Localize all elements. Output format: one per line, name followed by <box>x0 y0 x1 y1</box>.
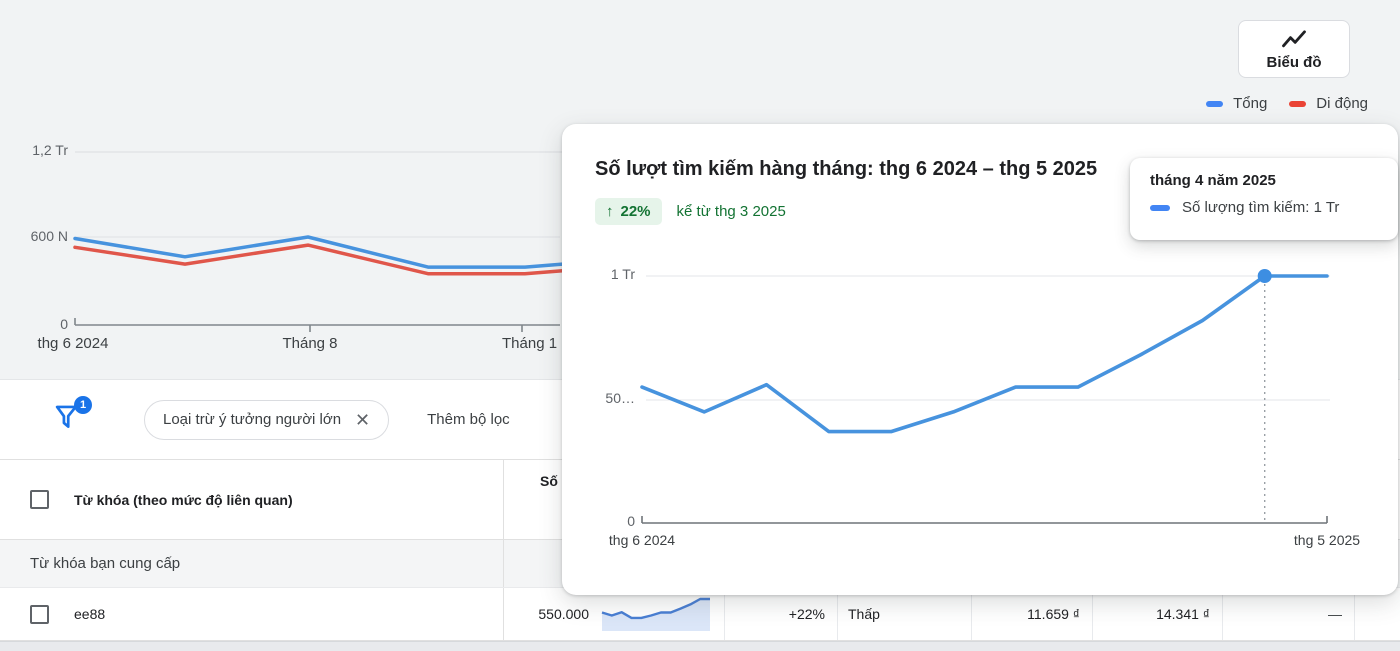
trend-line-icon <box>1282 29 1306 47</box>
bid-low-value: 11.659 ₫ <box>1027 606 1080 622</box>
section-cell: Từ khóa bạn cung cấp <box>0 540 504 587</box>
bg-xtick-partial: Tháng 1 <box>502 335 558 352</box>
cell-bid-low: 11.659 ₫ <box>972 588 1093 640</box>
growth-suffix: kể từ thg 3 2025 <box>676 203 786 220</box>
chart-button-label: Biểu đồ <box>1266 53 1322 71</box>
legend-dash-mobile-icon <box>1289 100 1307 107</box>
filter-chip-label: Loại trừ ý tưởng người lớn <box>163 411 342 428</box>
growth-row: ↑ 22% kể từ thg 3 2025 <box>595 198 786 225</box>
header-volume-label-partial: Số l <box>540 473 566 489</box>
cell-change: +22% <box>725 588 838 640</box>
cell-competition: Thấp <box>838 588 972 640</box>
cell-bid-high: 14.341 ₫ <box>1093 588 1223 640</box>
competition-value: Thấp <box>848 606 880 622</box>
row-checkbox[interactable] <box>30 604 49 624</box>
keyword-text: ee88 <box>74 606 106 622</box>
add-filter-button[interactable]: Thêm bộ lọc <box>427 411 510 428</box>
volume-sparkline <box>601 597 710 631</box>
select-all-checkbox[interactable] <box>30 490 49 509</box>
cell-empty <box>1355 588 1400 640</box>
volume-value: 550.000 <box>538 606 589 622</box>
search-volume-line <box>640 274 1329 434</box>
tooltip-series-label: Số lượng tìm kiếm: 1 Tr <box>1182 199 1340 216</box>
overlay-ytick-500n: 50… <box>605 390 635 406</box>
overlay-ytick-0: 0 <box>627 513 635 529</box>
overlay-xtick-start: thg 6 2024 <box>608 532 676 548</box>
cell-volume: 550.000 <box>504 588 725 640</box>
bg-xtick-jun2024: thg 6 2024 <box>37 335 109 352</box>
bid-high-value: 14.341 ₫ <box>1156 606 1210 622</box>
growth-percent: 22% <box>620 203 651 220</box>
cell-keyword: ee88 <box>0 588 504 640</box>
filter-button[interactable]: 1 <box>52 395 92 438</box>
tooltip-series-dash-icon <box>1150 204 1170 211</box>
monthly-search-chart[interactable] <box>562 124 1398 595</box>
tooltip-series-row: Số lượng tìm kiếm: 1 Tr <box>1150 199 1378 216</box>
chart-tooltip: tháng 4 năm 2025 Số lượng tìm kiếm: 1 Tr <box>1130 158 1398 240</box>
filter-count-badge: 1 <box>74 395 92 414</box>
section-label: Từ khóa bạn cung cấp <box>30 555 181 572</box>
overlay-ytick-1tr: 1 Tr <box>610 266 635 282</box>
chart-type-button[interactable]: Biểu đồ <box>1238 20 1350 78</box>
legend-item-total[interactable]: Tổng <box>1206 95 1267 112</box>
bg-ytick-0: 0 <box>60 316 68 332</box>
bg-ytick-1-2tr: 1,2 Tr <box>32 142 68 158</box>
legend-dash-total-icon <box>1206 100 1224 107</box>
bg-line-mobile <box>73 243 574 276</box>
chart-legend: Tổng Di động <box>1206 95 1368 112</box>
cell-account-status: — <box>1223 588 1355 640</box>
bg-ytick-600n: 600 N <box>30 228 68 244</box>
change-value: +22% <box>788 606 825 622</box>
arrow-up-icon: ↑ <box>606 203 614 220</box>
header-cell-keyword: Từ khóa (theo mức độ liên quan) <box>0 460 504 539</box>
legend-label-total: Tổng <box>1233 95 1268 112</box>
overlay-xtick-end: thg 5 2025 <box>1293 532 1361 548</box>
bottom-scrollbar-track[interactable] <box>0 641 1400 651</box>
table-row-ee88[interactable]: ee88 550.000 +22% Thấp 11.659 ₫ 14.341 ₫… <box>0 588 1400 641</box>
legend-item-mobile[interactable]: Di động <box>1289 95 1368 112</box>
tooltip-title: tháng 4 năm 2025 <box>1150 172 1276 189</box>
overlay-title: Số lượt tìm kiếm hàng tháng: thg 6 2024 … <box>595 158 1098 180</box>
dash-value: — <box>1328 606 1342 622</box>
growth-badge: ↑ 22% <box>595 198 662 225</box>
filter-chip-exclude-adult[interactable]: Loại trừ ý tưởng người lớn ✕ <box>144 399 390 440</box>
bg-xtick-aug: Tháng 8 <box>282 335 338 352</box>
legend-label-mobile: Di động <box>1316 95 1368 112</box>
chip-close-icon[interactable]: ✕ <box>355 409 371 430</box>
header-keyword-label: Từ khóa (theo mức độ liên quan) <box>74 491 293 508</box>
highlight-data-point[interactable] <box>1257 269 1272 283</box>
bg-line-total <box>73 235 574 269</box>
